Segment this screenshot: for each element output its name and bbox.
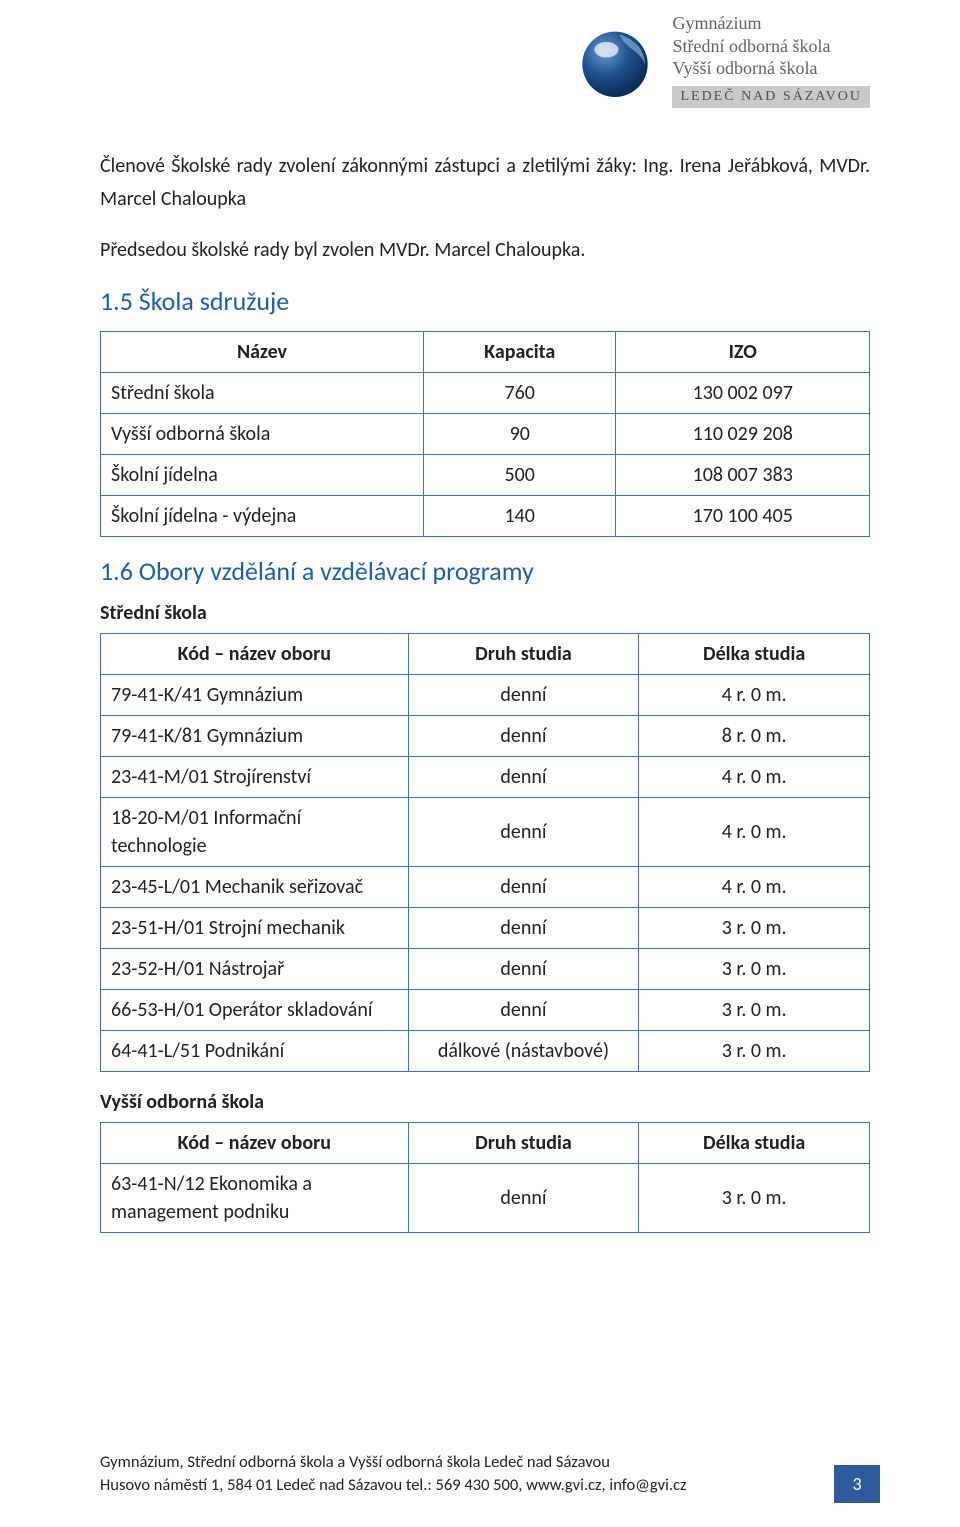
table-row: 18-20-M/01 Informační technologiedenní4 …: [101, 798, 870, 867]
table-cell: denní: [408, 757, 639, 798]
table-row: 64-41-L/51 Podnikánídálkové (nástavbové)…: [101, 1031, 870, 1072]
table-cell: 3 r. 0 m.: [639, 908, 870, 949]
table-cell: 23-45-L/01 Mechanik seřizovač: [101, 867, 409, 908]
table-row: 23-52-H/01 Nástrojařdenní3 r. 0 m.: [101, 949, 870, 990]
table-cell: 64-41-L/51 Podnikání: [101, 1031, 409, 1072]
table-programs-vos: Kód – název oboru Druh studia Délka stud…: [100, 1122, 870, 1233]
table-cell: Střední škola: [101, 373, 424, 414]
table-row: 79-41-K/41 Gymnáziumdenní4 r. 0 m.: [101, 675, 870, 716]
table-row: 79-41-K/81 Gymnáziumdenní8 r. 0 m.: [101, 716, 870, 757]
table-cell: 140: [423, 496, 615, 537]
sphere-icon: [572, 17, 658, 103]
table-cell: 8 r. 0 m.: [639, 716, 870, 757]
table-cell: denní: [408, 908, 639, 949]
th-izo: IZO: [616, 332, 870, 373]
table-cell: 3 r. 0 m.: [639, 990, 870, 1031]
table-cell: 110 029 208: [616, 414, 870, 455]
th-duration: Délka studia: [639, 634, 870, 675]
page: Gymnázium Střední odborná škola Vyšší od…: [0, 0, 960, 1527]
table-cell: denní: [408, 990, 639, 1031]
logo-line-1: Gymnázium: [672, 12, 870, 35]
table-cell: 4 r. 0 m.: [639, 675, 870, 716]
table-cell: denní: [408, 675, 639, 716]
table-cell: 130 002 097: [616, 373, 870, 414]
sub-heading-ss: Střední škola: [100, 601, 870, 625]
logo-text-block: Gymnázium Střední odborná škola Vyšší od…: [672, 12, 870, 108]
footer: Gymnázium, Střední odborná škola a Vyšší…: [100, 1451, 870, 1497]
table-header-row: Kód – název oboru Druh studia Délka stud…: [101, 1123, 870, 1164]
table-cell: 760: [423, 373, 615, 414]
table-cell: 23-41-M/01 Strojírenství: [101, 757, 409, 798]
table-row: 63-41-N/12 Ekonomika a management podnik…: [101, 1164, 870, 1233]
table-row: Školní jídelna500108 007 383: [101, 455, 870, 496]
table-programs-ss: Kód – název oboru Druh studia Délka stud…: [100, 633, 870, 1072]
th-code: Kód – název oboru: [101, 1123, 409, 1164]
table-capacity: Název Kapacita IZO Střední škola760130 0…: [100, 331, 870, 537]
table-header-row: Kód – název oboru Druh studia Délka stud…: [101, 634, 870, 675]
table-cell: 4 r. 0 m.: [639, 798, 870, 867]
table-cell: 63-41-N/12 Ekonomika a management podnik…: [101, 1164, 409, 1233]
table-cell: 3 r. 0 m.: [639, 1031, 870, 1072]
table-cell: 500: [423, 455, 615, 496]
logo-line-2: Střední odborná škola: [672, 35, 870, 58]
table-cell: 170 100 405: [616, 496, 870, 537]
table-cell: 66-53-H/01 Operátor skladování: [101, 990, 409, 1031]
table-cell: denní: [408, 1164, 639, 1233]
table-cell: 4 r. 0 m.: [639, 867, 870, 908]
table-cell: dálkové (nástavbové): [408, 1031, 639, 1072]
table-cell: denní: [408, 716, 639, 757]
table-row: Vyšší odborná škola90110 029 208: [101, 414, 870, 455]
table-cell: Vyšší odborná škola: [101, 414, 424, 455]
table-row: 23-41-M/01 Strojírenstvídenní4 r. 0 m.: [101, 757, 870, 798]
page-number: 3: [834, 1465, 880, 1503]
table-header-row: Název Kapacita IZO: [101, 332, 870, 373]
table-cell: 90: [423, 414, 615, 455]
table-row: Střední škola760130 002 097: [101, 373, 870, 414]
section-1-5-title: 1.5 Škola sdružuje: [100, 285, 870, 317]
th-study-type: Druh studia: [408, 1123, 639, 1164]
table-row: Školní jídelna - výdejna140170 100 405: [101, 496, 870, 537]
table-cell: Školní jídelna - výdejna: [101, 496, 424, 537]
sub-heading-vos: Vyšší odborná škola: [100, 1090, 870, 1114]
table-cell: 4 r. 0 m.: [639, 757, 870, 798]
th-code: Kód – název oboru: [101, 634, 409, 675]
table-row: 23-51-H/01 Strojní mechanikdenní3 r. 0 m…: [101, 908, 870, 949]
content: Členové Školské rady zvolení zákonnými z…: [100, 150, 870, 1233]
table-row: 23-45-L/01 Mechanik seřizovačdenní4 r. 0…: [101, 867, 870, 908]
table-cell: 79-41-K/81 Gymnázium: [101, 716, 409, 757]
th-name: Název: [101, 332, 424, 373]
section-1-6-title: 1.6 Obory vzdělání a vzdělávací programy: [100, 555, 870, 587]
th-study-type: Druh studia: [408, 634, 639, 675]
table-cell: 23-52-H/01 Nástrojař: [101, 949, 409, 990]
footer-line-1: Gymnázium, Střední odborná škola a Vyšší…: [100, 1451, 870, 1474]
table-cell: Školní jídelna: [101, 455, 424, 496]
table-cell: denní: [408, 798, 639, 867]
table-cell: 79-41-K/41 Gymnázium: [101, 675, 409, 716]
table-cell: 18-20-M/01 Informační technologie: [101, 798, 409, 867]
intro-para-2: Předsedou školské rady byl zvolen MVDr. …: [100, 234, 870, 267]
footer-line-2: Husovo náměstí 1, 584 01 Ledeč nad Sázav…: [100, 1474, 870, 1497]
table-cell: denní: [408, 949, 639, 990]
th-capacity: Kapacita: [423, 332, 615, 373]
table-row: 66-53-H/01 Operátor skladovánídenní3 r. …: [101, 990, 870, 1031]
header-logo: Gymnázium Střední odborná škola Vyšší od…: [572, 12, 870, 108]
table-cell: 3 r. 0 m.: [639, 949, 870, 990]
table-cell: 108 007 383: [616, 455, 870, 496]
table-cell: 3 r. 0 m.: [639, 1164, 870, 1233]
logo-location-bar: LEDEČ NAD SÁZAVOU: [672, 86, 870, 108]
table-cell: 23-51-H/01 Strojní mechanik: [101, 908, 409, 949]
table-cell: denní: [408, 867, 639, 908]
intro-para-1: Členové Školské rady zvolení zákonnými z…: [100, 150, 870, 216]
th-duration: Délka studia: [639, 1123, 870, 1164]
logo-line-3: Vyšší odborná škola: [672, 57, 870, 80]
